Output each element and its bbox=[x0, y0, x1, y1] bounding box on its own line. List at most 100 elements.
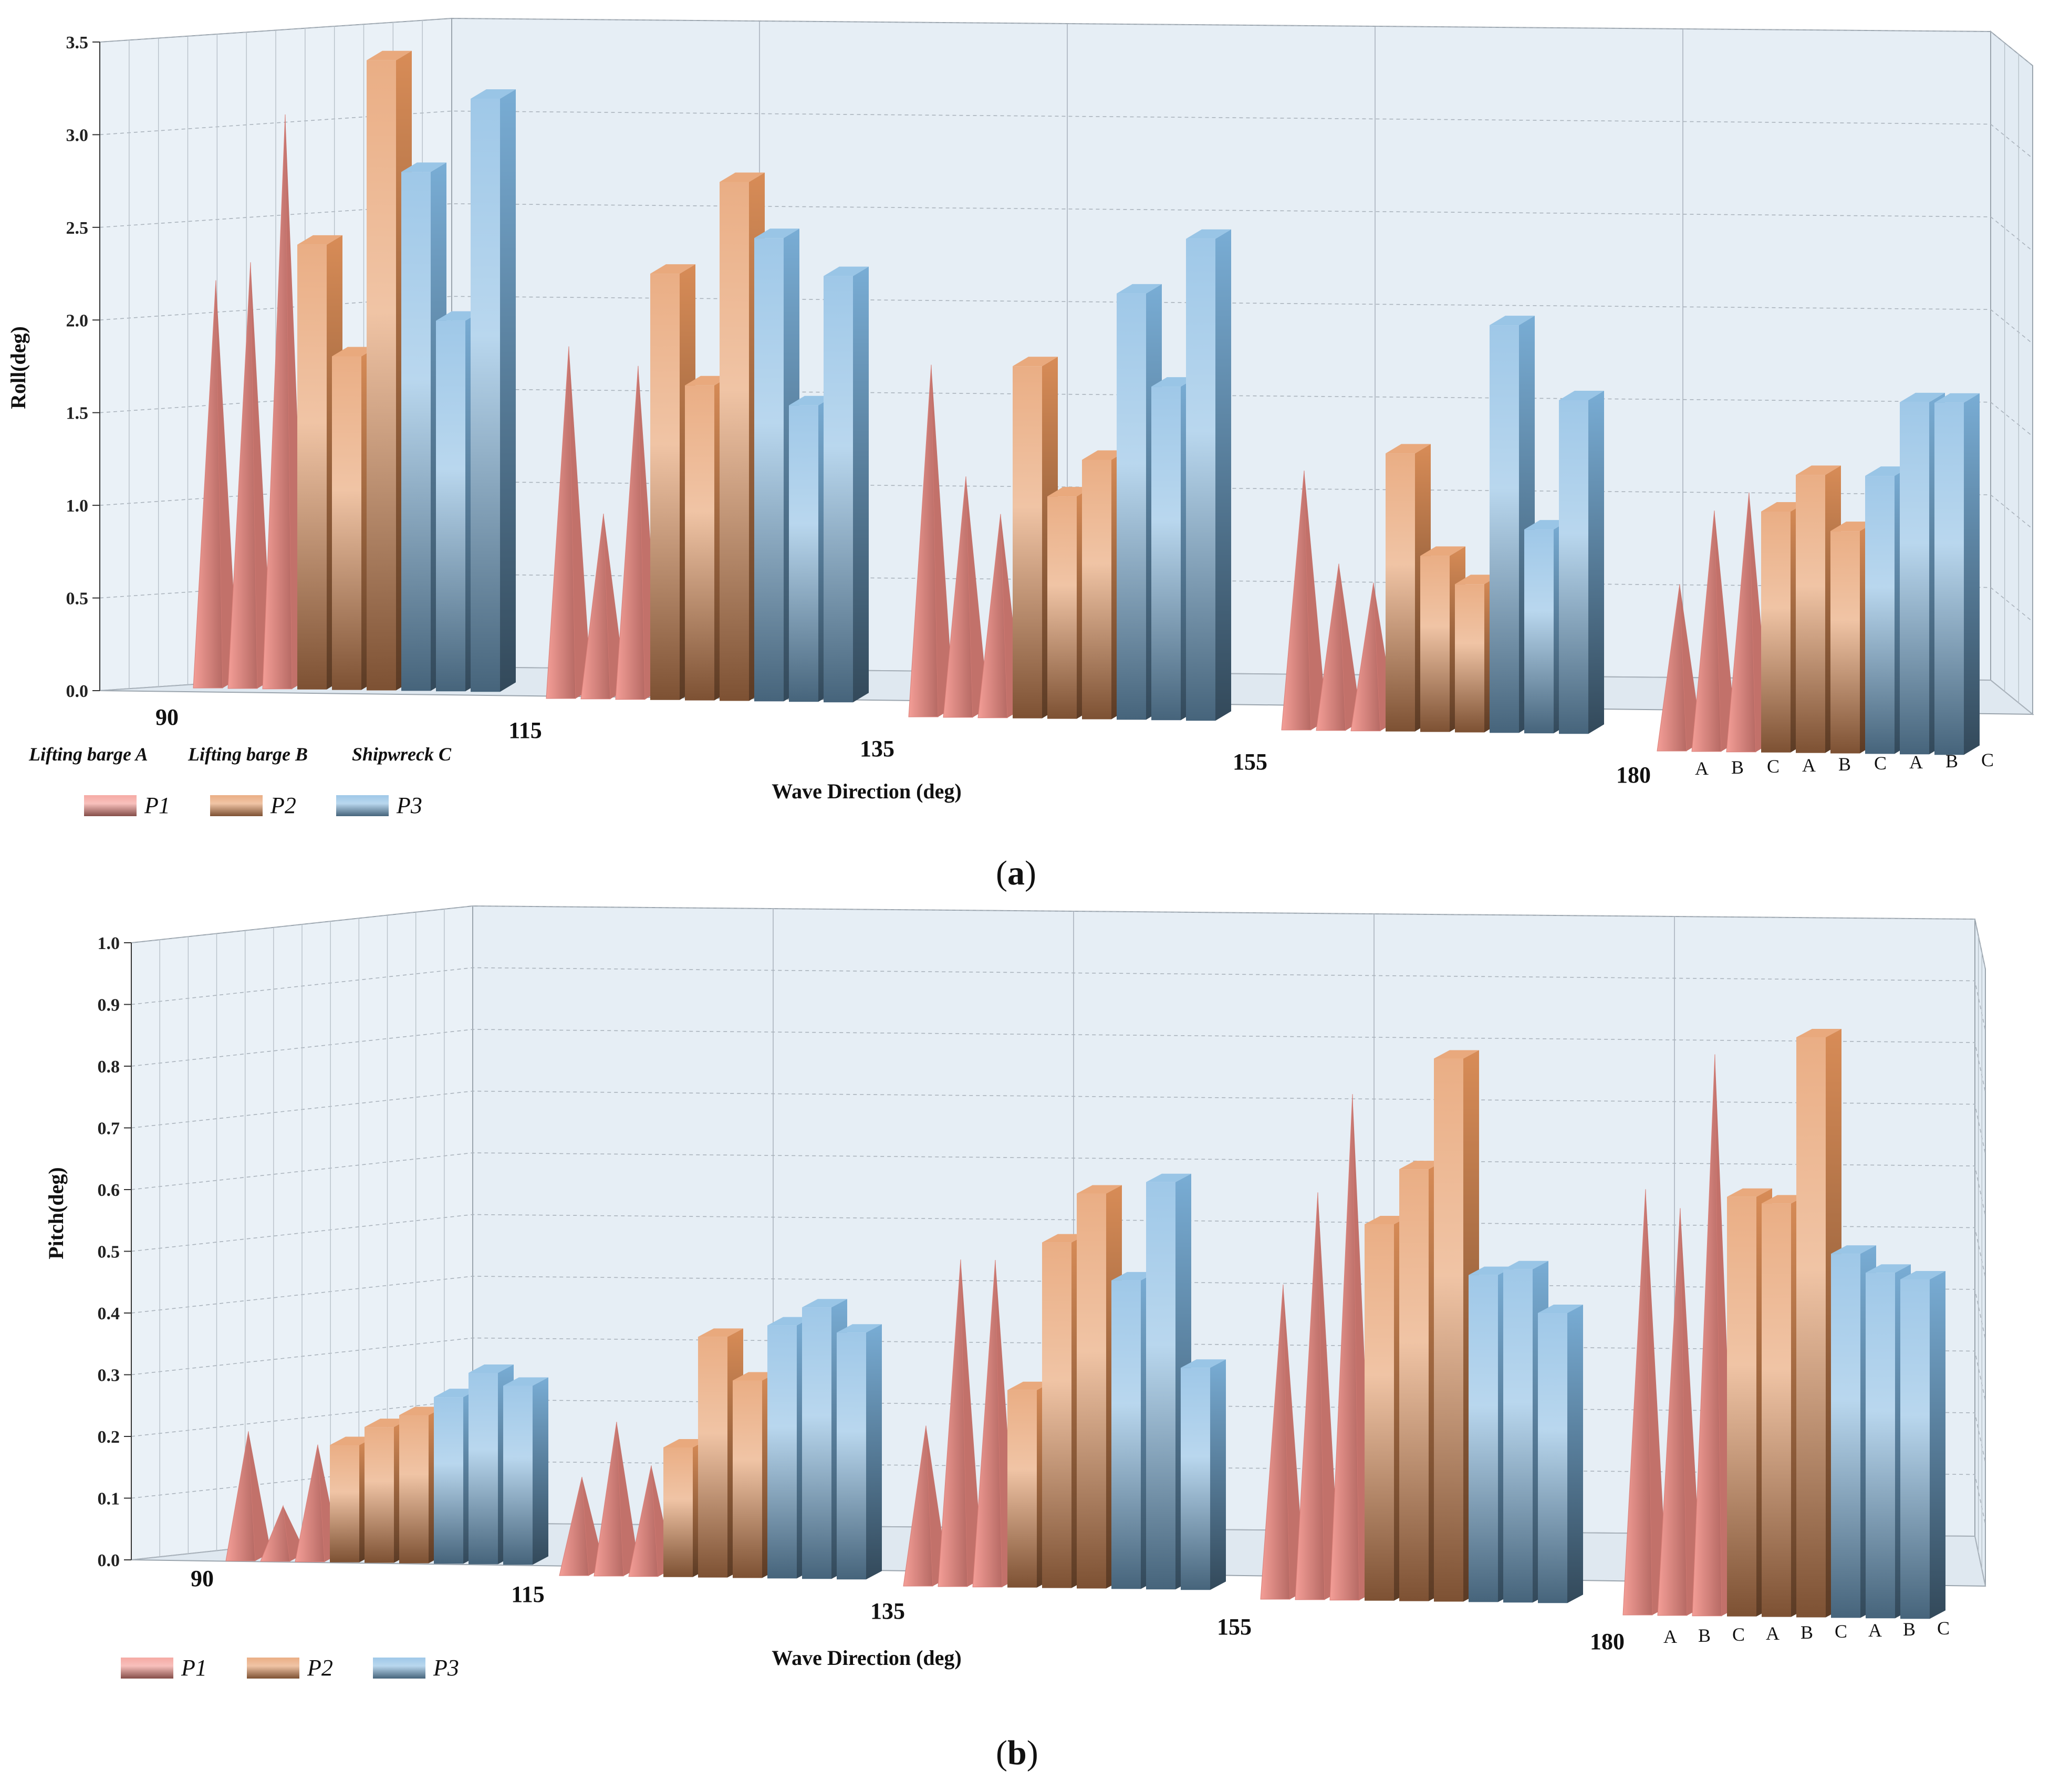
bar-p3-90-b-top bbox=[436, 311, 481, 321]
bar-p3-115-b bbox=[802, 1307, 831, 1579]
cone-p1-155-c bbox=[1329, 1094, 1360, 1601]
bar-p2-115-a-top bbox=[650, 264, 695, 274]
y-tick-label: 0.0 bbox=[66, 682, 89, 701]
bar-p3-155-a-top bbox=[1490, 316, 1535, 326]
bar-p2-90-b bbox=[365, 1427, 394, 1563]
bar-p3-90-a-top bbox=[401, 162, 446, 172]
x-tick-label: 90 bbox=[191, 1566, 214, 1591]
bar-p2-155-a-top bbox=[1386, 444, 1431, 454]
bar-p3-135-c-side bbox=[1210, 1359, 1226, 1590]
legend-swatch-p1 bbox=[121, 1658, 173, 1679]
sub-category-label: A bbox=[1802, 755, 1816, 776]
bar-p2-180-b bbox=[1796, 475, 1825, 753]
x-tick-label: 155 bbox=[1217, 1614, 1252, 1640]
bar-p3-90-b-top bbox=[469, 1364, 514, 1373]
x-tick-label: 155 bbox=[1233, 749, 1267, 775]
group-label: Lifting barge B bbox=[188, 744, 308, 765]
cone-p1-90-a-side bbox=[216, 280, 238, 688]
bar-p3-115-c-side bbox=[853, 266, 869, 703]
y-tick-label: 1.0 bbox=[66, 496, 89, 516]
bar-p3-135-c-top bbox=[1181, 1359, 1226, 1368]
y-tick-label: 3.5 bbox=[66, 33, 89, 53]
sub-category-label: C bbox=[1732, 1624, 1745, 1645]
cone-p1-155-c bbox=[1350, 582, 1381, 732]
bar-p3-155-a bbox=[1490, 325, 1519, 733]
bar-p3-155-a-top bbox=[1469, 1266, 1514, 1275]
bar-p2-180-c bbox=[1830, 531, 1860, 754]
sub-category-label: B bbox=[1945, 751, 1958, 772]
sub-category-label: A bbox=[1663, 1626, 1677, 1647]
y-tick-label: 2.0 bbox=[66, 311, 89, 330]
bar-p3-90-c bbox=[471, 99, 500, 692]
x-tick-label: 115 bbox=[511, 1581, 545, 1607]
data-marks bbox=[225, 1029, 1945, 1619]
y-tick-label: 0.5 bbox=[98, 1243, 120, 1262]
bar-p2-135-b bbox=[1042, 1242, 1071, 1588]
bar-p3-180-a-top bbox=[1831, 1245, 1876, 1254]
sub-category-label: B bbox=[1838, 754, 1851, 775]
bar-p2-135-a-top bbox=[1013, 357, 1058, 367]
bar-p2-135-b bbox=[1047, 496, 1077, 719]
legend-label-p2: P2 bbox=[307, 1655, 333, 1681]
cone-p1-135-b-side bbox=[966, 476, 988, 717]
y-tick-label: 0.4 bbox=[98, 1304, 120, 1324]
bar-p3-155-b bbox=[1503, 1269, 1533, 1603]
bar-p2-155-a bbox=[1386, 453, 1415, 732]
sub-category-label: B bbox=[1903, 1619, 1916, 1640]
bar-p3-180-c bbox=[1900, 1279, 1930, 1619]
bar-p2-115-c-top bbox=[720, 172, 765, 182]
legend-swatch-p3 bbox=[373, 1658, 425, 1679]
bar-p2-155-b bbox=[1420, 556, 1450, 732]
bar-p3-155-b-top bbox=[1503, 1260, 1548, 1269]
bar-p3-180-b bbox=[1900, 402, 1929, 755]
bar-p2-115-b-top bbox=[685, 376, 730, 386]
bar-p2-180-c bbox=[1796, 1037, 1826, 1618]
bar-p3-90-a bbox=[434, 1397, 463, 1564]
bar-p2-90-a-top bbox=[330, 1436, 375, 1445]
bar-p3-115-c-top bbox=[837, 1324, 882, 1333]
cone-p1-115-c bbox=[615, 366, 646, 700]
bar-p2-90-b-top bbox=[332, 347, 377, 357]
group-label: Shipwreck C bbox=[352, 744, 452, 765]
bar-p3-155-b-top bbox=[1524, 520, 1569, 530]
bar-p2-115-b-top bbox=[698, 1328, 743, 1337]
cone-p1-180-c bbox=[1726, 492, 1756, 753]
y-axis: 0.0 0.5 1.0 1.5 2.0 2.5 3.0 3.5 bbox=[66, 33, 100, 701]
bar-p3-180-a-top bbox=[1865, 466, 1910, 476]
x-tick-label: 90 bbox=[155, 704, 179, 730]
y-tick-label: 1.5 bbox=[66, 404, 89, 423]
bar-p3-135-a-top bbox=[1117, 284, 1162, 294]
bar-p3-90-c-side bbox=[533, 1377, 548, 1565]
y-tick-label: 0.5 bbox=[66, 589, 89, 609]
cone-p1-135-b-side bbox=[961, 1259, 983, 1587]
bar-p2-180-c-top bbox=[1830, 522, 1876, 532]
bar-p3-135-a bbox=[1111, 1280, 1141, 1589]
gridline bbox=[99, 18, 2033, 66]
legend-swatch-p1 bbox=[84, 795, 137, 816]
bar-p2-90-c bbox=[367, 60, 396, 691]
legend-swatch-p2 bbox=[210, 795, 263, 816]
bar-p2-180-a bbox=[1727, 1196, 1756, 1617]
gridline bbox=[99, 203, 2033, 252]
cone-p1-90-a bbox=[193, 280, 223, 689]
bar-p3-115-c bbox=[824, 276, 853, 703]
legend-label-p3: P3 bbox=[433, 1655, 459, 1681]
pitch-chart: 0.0 0.1 0.2 0.3 0.4 0.5 0.6 0.7 0.8 0.9 1.0 Pitch(d… bbox=[44, 905, 1986, 1681]
sub-category-label: C bbox=[1981, 749, 1994, 770]
bar-p2-90-b bbox=[332, 356, 361, 690]
legend-label-p3: P3 bbox=[396, 793, 422, 818]
bar-p2-115-b bbox=[698, 1337, 727, 1578]
y-axis-title: Pitch(deg) bbox=[44, 1167, 68, 1259]
bar-p3-115-b-top bbox=[802, 1299, 847, 1308]
bar-p2-180-c-top bbox=[1796, 1029, 1841, 1037]
sub-category-label: C bbox=[1874, 753, 1887, 774]
cone-p1-115-a-side bbox=[569, 346, 591, 699]
y-tick-label: 2.5 bbox=[66, 218, 89, 238]
sub-category-label: A bbox=[1695, 758, 1709, 779]
sub-category-label: A bbox=[1766, 1623, 1780, 1644]
bar-p3-155-c-top bbox=[1538, 1304, 1583, 1313]
bar-p2-135-c-top bbox=[1077, 1185, 1122, 1194]
